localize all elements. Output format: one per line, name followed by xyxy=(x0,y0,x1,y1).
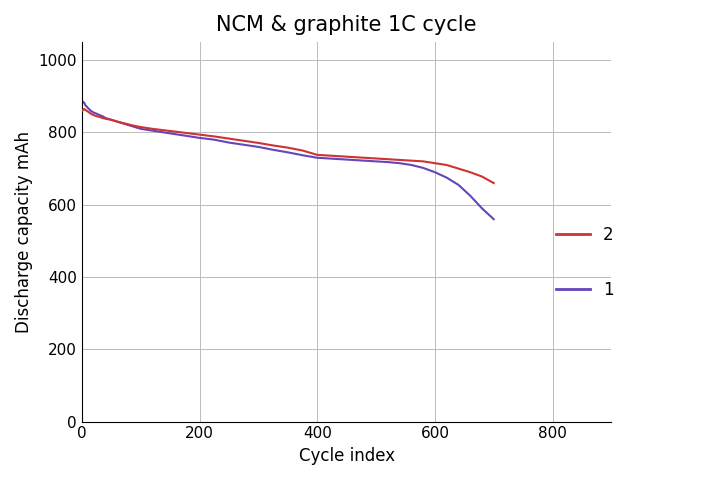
X-axis label: Cycle index: Cycle index xyxy=(299,447,395,465)
Legend: 2, 1: 2, 1 xyxy=(556,226,613,299)
Y-axis label: Discharge capacity mAh: Discharge capacity mAh xyxy=(15,131,33,333)
Title: NCM & graphite 1C cycle: NCM & graphite 1C cycle xyxy=(217,15,477,35)
